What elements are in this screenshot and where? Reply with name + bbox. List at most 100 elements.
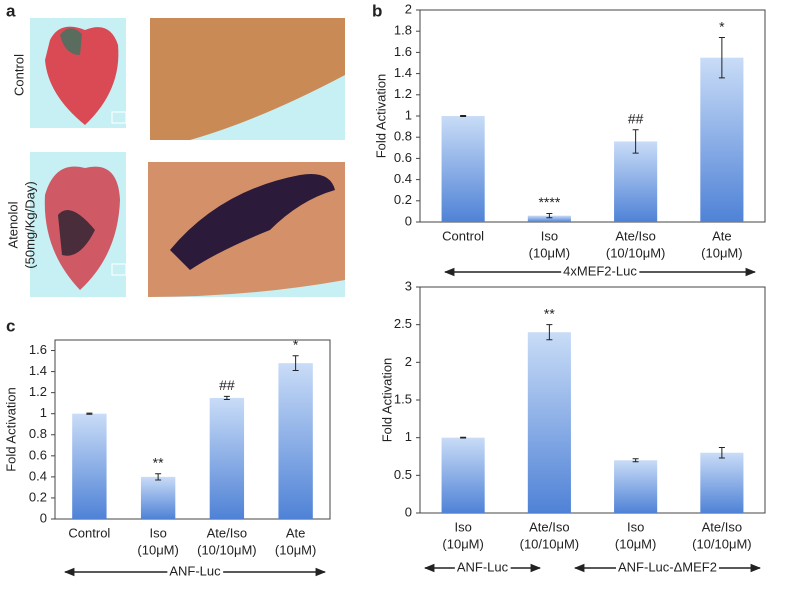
y-tick-label: 0.6 bbox=[394, 150, 412, 165]
x-tick-label: Ate/Iso bbox=[207, 525, 247, 540]
x-tick-label: Control bbox=[442, 228, 484, 243]
row-label: Atenolol bbox=[5, 201, 20, 248]
y-tick-label: 0.6 bbox=[29, 447, 47, 462]
label-background bbox=[616, 559, 719, 575]
error-bar bbox=[632, 129, 639, 154]
bar bbox=[700, 57, 744, 223]
panel-label: a bbox=[6, 1, 16, 20]
y-tick-label: 1.4 bbox=[29, 363, 47, 378]
x-tick-label: (10μM) bbox=[275, 542, 316, 557]
y-axis-label: Fold Activation bbox=[3, 387, 18, 472]
x-tick-label: Iso bbox=[454, 519, 471, 534]
group-label: ANF-Luc-ΔMEF2 bbox=[618, 559, 717, 574]
y-tick-label: 3 bbox=[405, 278, 412, 293]
x-tick-label: (10μM) bbox=[137, 542, 178, 557]
error-bar bbox=[460, 114, 467, 118]
y-tick-label: 0 bbox=[40, 510, 47, 525]
y-tick-label: 1 bbox=[405, 429, 412, 444]
y-tick-label: 0 bbox=[405, 213, 412, 228]
y-tick-label: 0.8 bbox=[29, 426, 47, 441]
plot-frame bbox=[54, 339, 331, 520]
y-axis-label: Fold Activation bbox=[373, 74, 388, 159]
y-tick-label: 1.6 bbox=[394, 44, 412, 59]
y-tick-label: 1.8 bbox=[394, 23, 412, 38]
error-bar bbox=[292, 355, 299, 372]
x-tick-label: (10/10μM) bbox=[606, 245, 666, 260]
error-bar bbox=[86, 412, 93, 415]
x-tick-label: Ate bbox=[712, 228, 732, 243]
bar bbox=[72, 413, 107, 519]
y-tick-label: 1.4 bbox=[394, 65, 412, 80]
significance-label: * bbox=[719, 18, 725, 34]
significance-label: ** bbox=[544, 305, 555, 321]
x-tick-label: Ate bbox=[286, 525, 306, 540]
group-label: ANF-Luc bbox=[169, 563, 221, 578]
y-tick-label: 1 bbox=[40, 405, 47, 420]
error-bar bbox=[718, 37, 725, 79]
bar bbox=[527, 215, 571, 222]
y-tick-label: 1.2 bbox=[394, 86, 412, 101]
y-tick-label: 0.8 bbox=[394, 129, 412, 144]
y-tick-label: 0.2 bbox=[394, 192, 412, 207]
x-tick-label: Iso bbox=[541, 228, 558, 243]
bar bbox=[441, 116, 485, 222]
error-bar bbox=[155, 473, 162, 481]
row-label: (50mg/Kg/Day) bbox=[22, 181, 37, 268]
x-tick-label: (10μM) bbox=[442, 536, 483, 551]
bar bbox=[700, 452, 744, 513]
bar bbox=[614, 460, 658, 513]
x-tick-label: (10μM) bbox=[701, 245, 742, 260]
error-bar bbox=[718, 446, 725, 459]
x-tick-label: Ate/Iso bbox=[615, 228, 655, 243]
x-tick-label: Ate/Iso bbox=[529, 519, 569, 534]
panel-label: b bbox=[372, 1, 382, 20]
group-label: ANF-Luc bbox=[457, 559, 509, 574]
error-bar bbox=[223, 395, 230, 400]
x-tick-label: Ate/Iso bbox=[702, 519, 742, 534]
label-background bbox=[454, 559, 511, 575]
group-label: 4xMEF2-Luc bbox=[563, 263, 637, 278]
error-bar bbox=[546, 213, 553, 219]
bar bbox=[614, 141, 658, 222]
bar bbox=[278, 363, 313, 519]
x-tick-label: (10μM) bbox=[529, 245, 570, 260]
label-background bbox=[561, 263, 640, 279]
error-bar bbox=[460, 436, 467, 439]
panel-label: c bbox=[6, 316, 15, 335]
x-tick-label: (10μM) bbox=[615, 536, 656, 551]
x-tick-label: (10/10μM) bbox=[692, 536, 752, 551]
bar bbox=[140, 476, 176, 519]
label-background bbox=[167, 563, 224, 579]
y-tick-label: 0.4 bbox=[29, 468, 47, 483]
y-tick-label: 2 bbox=[405, 354, 412, 369]
y-tick-label: 1.2 bbox=[29, 384, 47, 399]
y-tick-label: 1.5 bbox=[394, 391, 412, 406]
y-axis-label: Fold Activation bbox=[379, 358, 394, 443]
significance-label: * bbox=[293, 336, 299, 352]
row-label: Control bbox=[11, 54, 26, 96]
y-tick-label: 2 bbox=[405, 1, 412, 16]
y-tick-label: 0.5 bbox=[394, 467, 412, 482]
y-tick-label: 1 bbox=[405, 107, 412, 122]
bar bbox=[209, 397, 245, 519]
image-panel bbox=[30, 18, 345, 297]
error-bar bbox=[632, 458, 639, 463]
y-tick-label: 2.5 bbox=[394, 316, 412, 331]
bar bbox=[527, 332, 571, 513]
y-tick-label: 0.4 bbox=[394, 171, 412, 186]
significance-label: **** bbox=[538, 194, 560, 210]
y-tick-label: 0.2 bbox=[29, 489, 47, 504]
x-tick-label: Iso bbox=[627, 519, 644, 534]
bar bbox=[441, 437, 485, 513]
significance-label: ## bbox=[628, 110, 644, 126]
x-tick-label: Iso bbox=[149, 525, 166, 540]
x-tick-label: (10/10μM) bbox=[197, 542, 257, 557]
x-tick-label: Control bbox=[68, 525, 110, 540]
error-bar bbox=[546, 324, 553, 341]
significance-label: ** bbox=[153, 454, 164, 470]
x-tick-label: (10/10μM) bbox=[520, 536, 580, 551]
y-tick-label: 0 bbox=[405, 504, 412, 519]
y-tick-label: 1.6 bbox=[29, 342, 47, 357]
significance-label: ## bbox=[219, 377, 235, 393]
